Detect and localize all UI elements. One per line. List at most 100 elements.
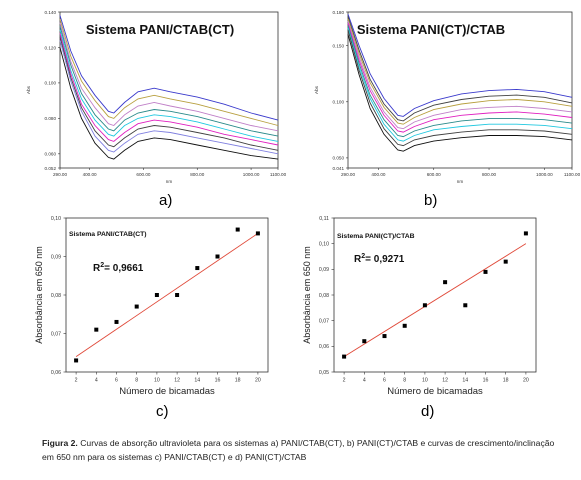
x-axis-label: Número de bicamadas <box>119 386 215 397</box>
y-tick-label: 0,05 <box>319 370 329 376</box>
x-tick-label: 2 <box>343 378 346 384</box>
x-tick-label: 1000.00 <box>536 172 553 177</box>
chart-title: Sistema PANI/CTAB(CT) <box>86 22 234 37</box>
plot-frame <box>347 11 573 169</box>
panel-label-d: d) <box>421 403 435 420</box>
x-tick-label: 20 <box>255 378 261 384</box>
x-tick-label: 18 <box>503 378 509 384</box>
x-tick-label: 16 <box>215 378 221 384</box>
chart-b-uv-absorption-pani-ct-ctab: 290.00 400.00 600.00 800.00 1000.00 1100.00 0.… <box>314 10 581 184</box>
spectrum-line-9 <box>59 47 279 160</box>
y-tick-label: 0,08 <box>51 293 61 299</box>
data-point <box>74 358 79 363</box>
y-tick-label: 0,09 <box>51 254 61 260</box>
x-tick-label: 16 <box>483 378 489 384</box>
y-tick-label: 0.050 <box>333 156 345 161</box>
spectrum-line-1 <box>347 14 573 117</box>
x-tick-label: 6 <box>115 378 118 384</box>
y-tick-label: 0,10 <box>51 216 61 222</box>
spectrum-line-5 <box>59 29 279 142</box>
y-tick-label: 0.180 <box>333 10 345 15</box>
spectrum-line-8 <box>347 29 573 147</box>
chart-title: Sistema PANI(CT)/CTAB <box>337 233 415 240</box>
x-tick-label: 1100.00 <box>270 172 287 177</box>
data-point <box>503 259 508 264</box>
data-point <box>175 293 180 297</box>
data-point <box>422 303 427 308</box>
x-tick-label: 400.00 <box>371 172 385 177</box>
x-tick-label: 12 <box>442 378 448 384</box>
y-tick-label: 0.080 <box>45 116 57 121</box>
y-tick-label: 0.150 <box>333 43 345 48</box>
data-point <box>342 354 347 359</box>
spectrum-line-5 <box>347 23 573 133</box>
data-point <box>94 327 99 332</box>
x-tick-label: 4 <box>363 378 366 384</box>
y-tick-label: 0,07 <box>319 318 329 324</box>
x-tick-label: 20 <box>523 378 529 384</box>
y-tick-label: 0.100 <box>333 100 345 105</box>
data-point <box>443 280 448 285</box>
plot-frame <box>333 217 537 373</box>
data-point <box>235 227 240 232</box>
y-axis-label: Abs <box>26 85 31 94</box>
x-tick-label: 290.00 <box>341 172 355 177</box>
x-tick-label: 2 <box>75 378 78 384</box>
y-tick-label: 0.060 <box>45 152 57 157</box>
spectrum-line-7 <box>347 27 573 142</box>
spectrum-line-4 <box>59 26 279 137</box>
x-tick-label: 290.00 <box>53 172 67 177</box>
data-point <box>154 293 159 297</box>
data-point <box>463 303 468 308</box>
data-point <box>215 254 220 259</box>
y-tick-label: 0,06 <box>319 344 329 350</box>
x-tick-label: 800.00 <box>190 172 204 177</box>
data-point <box>134 304 139 309</box>
chart-title: Sistema PANI/CTAB(CT) <box>69 231 147 238</box>
spectrum-line-9 <box>347 34 573 152</box>
spectrum-line-2 <box>59 18 279 126</box>
x-tick-label: 10 <box>422 378 428 384</box>
y-tick-label: 0,07 <box>51 331 61 337</box>
x-axis-label: nm <box>166 179 173 184</box>
r-squared-annotation: R2= 0,9271 <box>354 253 405 265</box>
spectrum-line-6 <box>59 33 279 146</box>
x-tick-label: 800.00 <box>482 172 496 177</box>
data-point <box>195 266 200 271</box>
spectrum-line-2 <box>347 16 573 122</box>
linear-fit-line <box>75 233 259 357</box>
r-squared-annotation: R2= 0,9661 <box>93 262 144 274</box>
plot-frame <box>59 11 279 169</box>
x-tick-label: 600.00 <box>136 172 150 177</box>
y-tick-label: 0.052 <box>45 166 57 171</box>
data-point <box>402 323 407 328</box>
y-tick-label: 0.100 <box>45 81 57 86</box>
y-axis-label: Absorbância em 650 nm <box>302 246 312 344</box>
x-tick-label: 10 <box>154 378 160 384</box>
spectrum-line-1 <box>59 15 279 121</box>
spectrum-line-8 <box>59 40 279 155</box>
y-tick-label: 0,06 <box>51 370 61 376</box>
x-tick-label: 8 <box>135 378 138 384</box>
y-tick-label: 0,09 <box>319 267 329 273</box>
spectrum-line-4 <box>347 20 573 130</box>
data-point <box>483 269 488 274</box>
chart-a-uv-absorption-pani-ctab-ct: 290.00 400.00 600.00 800.00 1000.00 1100.00 0.… <box>26 10 287 184</box>
figure-caption: Figura 2. Curvas de absorção ultraviolet… <box>42 436 562 464</box>
spectrum-line-3 <box>59 22 279 132</box>
x-tick-label: 18 <box>235 378 241 384</box>
chart-d-growth-pani-ct-ctab: 2 4 6 8 10 12 14 16 18 20 0,05 0,06 0,07 0,08 0,09 0,10… <box>302 216 537 397</box>
x-tick-label: 1000.00 <box>243 172 260 177</box>
x-tick-label: 400.00 <box>83 172 97 177</box>
panel-label-c: c) <box>156 403 169 420</box>
chart-c-growth-pani-ctab-ct: 2 4 6 8 10 12 14 16 18 20 0,06 0,07 0,08 0,09 0,10 Núme… <box>34 216 269 397</box>
linear-fit-line <box>343 243 527 357</box>
data-point <box>255 231 260 236</box>
spectrum-line-3 <box>347 18 573 125</box>
x-tick-label: 600.00 <box>427 172 441 177</box>
caption-prefix: Figura 2. <box>42 438 78 448</box>
spectrum-line-7 <box>59 36 279 151</box>
y-tick-label: 0.041 <box>333 166 345 171</box>
x-axis-label: nm <box>457 179 464 184</box>
x-tick-label: 1100.00 <box>564 172 581 177</box>
